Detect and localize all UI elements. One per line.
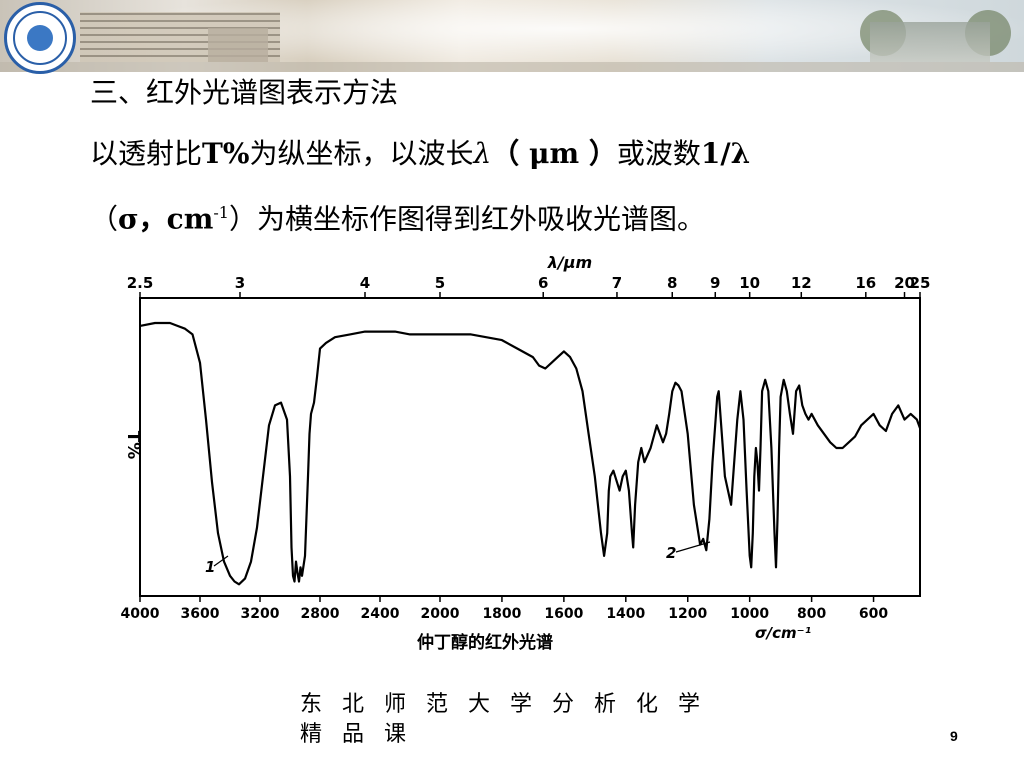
logo-emblem bbox=[27, 25, 53, 51]
top-axis-label: λ/μm bbox=[547, 253, 592, 272]
chart-title: 仲丁醇的红外光谱 bbox=[417, 632, 553, 653]
bottom-axis: 4000 3600 3200 2800 2400 2000 1800 1600 1400 1200… bbox=[121, 596, 888, 622]
body-line-2: （σ，cm-1）为横坐标作图得到红外吸收光谱图。 bbox=[90, 193, 705, 239]
bottom-tick-label: 2000 bbox=[421, 606, 460, 622]
top-tick-label: 12 bbox=[791, 274, 812, 292]
bottom-tick-label: 3600 bbox=[181, 606, 220, 622]
spectrum-trace bbox=[139, 321, 922, 586]
bottom-tick-label: 600 bbox=[859, 606, 888, 622]
body-text: ）为横坐标作图得到红外吸收光谱图。 bbox=[228, 202, 705, 236]
body-text: （ bbox=[90, 202, 119, 236]
top-tick-label: 16 bbox=[855, 274, 876, 292]
body-text: λ bbox=[473, 137, 492, 170]
top-tick-label: 4 bbox=[360, 274, 370, 292]
top-tick-label: 10 bbox=[739, 274, 760, 292]
annotation-leader-1 bbox=[213, 555, 229, 567]
bottom-tick-label: 1000 bbox=[730, 606, 769, 622]
body-text: 1/λ bbox=[700, 137, 751, 170]
body-text: T% bbox=[202, 137, 250, 170]
bottom-axis-label: σ/cm⁻¹ bbox=[755, 624, 811, 642]
bottom-tick-label: 800 bbox=[797, 606, 826, 622]
bottom-tick-label: 1800 bbox=[482, 606, 521, 622]
top-tick-label: 9 bbox=[710, 274, 720, 292]
bottom-tick-label: 1200 bbox=[668, 606, 707, 622]
bottom-tick-label: 4000 bbox=[121, 606, 160, 622]
banner-ground bbox=[0, 62, 1024, 72]
banner-gate-image bbox=[870, 22, 990, 62]
annotation-label-2: 2 bbox=[666, 544, 676, 562]
section-heading: 三、红外光谱图表示方法 bbox=[90, 76, 399, 109]
bottom-tick-label: 1600 bbox=[544, 606, 583, 622]
page-number: 9 bbox=[950, 728, 958, 744]
header-banner bbox=[0, 0, 1024, 72]
university-logo bbox=[4, 2, 76, 74]
y-axis-label: T% bbox=[123, 431, 143, 460]
banner-building-annex bbox=[208, 28, 268, 62]
top-tick-label: 25 bbox=[910, 274, 931, 292]
bottom-tick-label: 3200 bbox=[241, 606, 280, 622]
bottom-tick-label: 1400 bbox=[606, 606, 645, 622]
top-tick-label: 20 bbox=[894, 274, 915, 292]
top-tick-label: 2.5 bbox=[127, 274, 154, 292]
logo-ring bbox=[13, 11, 67, 65]
top-tick-label: 6 bbox=[538, 274, 548, 292]
bottom-tick-label: 2800 bbox=[301, 606, 340, 622]
body-text: 或波数 bbox=[616, 137, 701, 170]
body-text: （ μm ） bbox=[491, 137, 617, 170]
annotation-label-1: 1 bbox=[205, 558, 215, 576]
body-line-1: 以透射比T%为纵坐标，以波长λ（ μm ）或波数1/λ bbox=[90, 134, 750, 174]
top-tick-label: 8 bbox=[667, 274, 677, 292]
footer-line-2: 精品课 bbox=[300, 722, 427, 747]
top-tick-label: 7 bbox=[612, 274, 622, 292]
body-text: 以透射比 bbox=[90, 137, 203, 170]
top-tick-label: 5 bbox=[435, 274, 445, 292]
bottom-tick-label: 2400 bbox=[361, 606, 400, 622]
top-tick-label: 3 bbox=[235, 274, 245, 292]
body-text: σ，cm bbox=[118, 202, 214, 236]
plot-frame bbox=[139, 297, 921, 597]
body-superscript: -1 bbox=[213, 203, 229, 222]
body-text: 为纵坐标，以波长 bbox=[249, 137, 474, 170]
annotation-leader-2 bbox=[675, 541, 711, 553]
footer-text: 东北师范大学分析化学 精品课 bbox=[300, 690, 720, 750]
footer-line-1: 东北师范大学分析化学 bbox=[300, 692, 721, 717]
